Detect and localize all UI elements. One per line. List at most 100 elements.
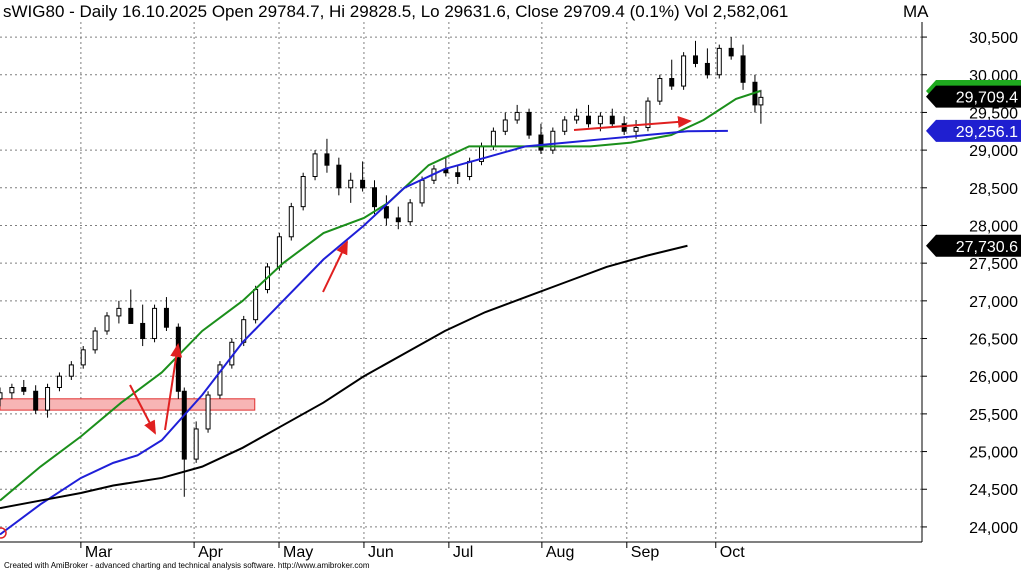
chart-title-suffix: MA bbox=[903, 2, 929, 21]
price-badge-label: 27,730.6 bbox=[956, 239, 1018, 256]
y-tick-label: 25,000 bbox=[969, 445, 1018, 462]
candle-body bbox=[514, 111, 520, 121]
candle-body bbox=[526, 111, 532, 136]
x-tick-label: Aug bbox=[546, 544, 574, 561]
candle-body bbox=[217, 364, 223, 396]
candle-body bbox=[550, 130, 556, 151]
candle-body bbox=[758, 96, 764, 106]
candle-body bbox=[574, 115, 580, 121]
candle-body bbox=[324, 153, 330, 166]
candle-body bbox=[193, 428, 199, 460]
candle-body bbox=[490, 130, 496, 147]
support-zone-rect bbox=[0, 398, 256, 411]
candle-body bbox=[609, 115, 615, 125]
price-badge-label: 29,256.1 bbox=[956, 124, 1018, 141]
candle-body bbox=[21, 387, 27, 392]
candle-body bbox=[288, 206, 294, 238]
candle-body bbox=[538, 134, 544, 151]
grid bbox=[0, 22, 922, 542]
x-tick-label: Sep bbox=[631, 544, 660, 561]
candle-body bbox=[276, 236, 282, 268]
ma-line-3 bbox=[0, 244, 688, 510]
candle-body bbox=[152, 307, 158, 340]
candle-body bbox=[633, 127, 639, 132]
candle-body bbox=[383, 206, 389, 219]
candle-body bbox=[116, 307, 122, 317]
start-marker bbox=[0, 527, 7, 539]
candle-body bbox=[140, 322, 146, 340]
candle-body bbox=[348, 179, 354, 189]
candle-body bbox=[33, 390, 39, 411]
candle-body bbox=[728, 47, 734, 57]
candle-body bbox=[300, 175, 306, 208]
candle-body bbox=[419, 179, 425, 204]
candle-body bbox=[455, 172, 461, 177]
candle-body bbox=[502, 119, 508, 132]
candle-body bbox=[104, 315, 110, 332]
candle-body bbox=[253, 289, 259, 321]
y-tick-label: 24,500 bbox=[969, 482, 1018, 499]
x-axis-ticks: Mar Apr May Jun Jul Aug Sep Oct bbox=[80, 542, 745, 561]
candle-body bbox=[693, 55, 699, 64]
annotation-arrow bbox=[129, 384, 156, 435]
candle-body bbox=[9, 387, 15, 394]
y-tick-label: 24,000 bbox=[969, 520, 1018, 537]
candle-body bbox=[704, 62, 710, 76]
candle-body bbox=[181, 390, 187, 460]
candle-body bbox=[669, 78, 675, 87]
candle-body bbox=[645, 100, 651, 129]
candle-body bbox=[586, 115, 592, 125]
y-tick-label: 28,000 bbox=[969, 218, 1018, 235]
x-tick-label: Apr bbox=[198, 544, 224, 561]
y-tick-label: 28,500 bbox=[969, 181, 1018, 198]
candle-body bbox=[0, 392, 3, 400]
y-tick-label: 25,500 bbox=[969, 407, 1018, 424]
y-tick-label: 26,500 bbox=[969, 332, 1018, 349]
candle-body bbox=[681, 55, 687, 87]
candle-body bbox=[716, 47, 722, 76]
price-badge bbox=[926, 119, 1021, 142]
annotation-arrows bbox=[129, 115, 692, 435]
annotation-arrow bbox=[164, 343, 183, 431]
y-tick-label: 26,000 bbox=[969, 369, 1018, 386]
candle-body bbox=[562, 119, 568, 132]
candle-body bbox=[621, 123, 627, 132]
candle-body bbox=[657, 78, 663, 102]
x-tick-label: Mar bbox=[85, 544, 113, 561]
candle-body bbox=[360, 179, 366, 189]
candle-body bbox=[175, 326, 181, 392]
candle-body bbox=[92, 330, 98, 351]
x-tick-label: Jul bbox=[453, 544, 473, 561]
y-tick-label: 27,500 bbox=[969, 256, 1018, 273]
y-tick-label: 30,500 bbox=[969, 30, 1018, 47]
price-badge bbox=[926, 234, 1021, 257]
annotation-arrow bbox=[573, 115, 692, 131]
candle-body bbox=[80, 349, 86, 366]
support-zone bbox=[0, 398, 256, 411]
candle-body bbox=[407, 202, 413, 223]
candle-body bbox=[740, 55, 746, 83]
plot-area bbox=[0, 22, 922, 542]
candle-body bbox=[372, 187, 378, 208]
price-badge-label: 29,709.4 bbox=[956, 90, 1018, 107]
candle-body bbox=[336, 164, 342, 189]
candle-body bbox=[128, 307, 134, 324]
candle-body bbox=[45, 387, 51, 411]
candle-body bbox=[395, 217, 401, 223]
candle-body bbox=[68, 364, 74, 377]
footer-credit: Created with AmiBroker - advanced charti… bbox=[4, 561, 370, 570]
price-badge bbox=[926, 85, 1021, 108]
candle-body bbox=[467, 160, 473, 177]
candle-body bbox=[312, 153, 318, 177]
y-tick-label: 27,000 bbox=[969, 294, 1018, 311]
x-tick-label: Jun bbox=[368, 544, 394, 561]
y-tick-label: 29,000 bbox=[969, 143, 1018, 160]
x-tick-label: Oct bbox=[720, 544, 745, 561]
candle-body bbox=[163, 307, 169, 328]
candle-body bbox=[597, 115, 603, 125]
y-axis-ticks: 24,000 24,500 25,000 25,500 26,000 26,500 27,0… bbox=[922, 30, 1018, 537]
annotation-arrow bbox=[322, 240, 348, 293]
candle-body bbox=[56, 375, 62, 389]
chart-title: sWIG80 - Daily 16.10.2025 Open 29784.7, … bbox=[3, 2, 788, 21]
